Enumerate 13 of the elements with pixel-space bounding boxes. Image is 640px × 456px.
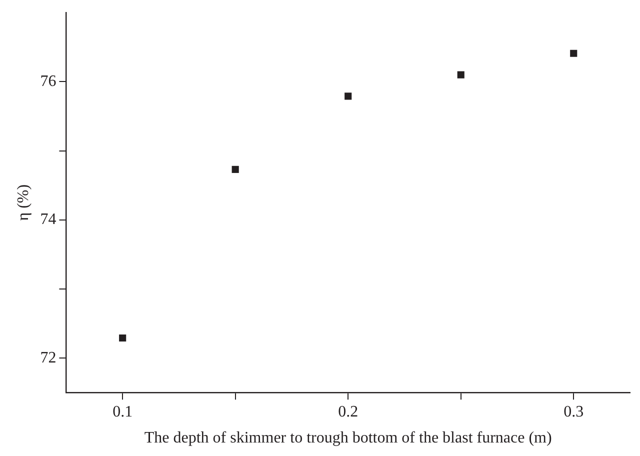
- y-tick-label: 72: [40, 349, 56, 366]
- x-tick-label: 0.3: [564, 403, 584, 420]
- y-tick-label: 76: [40, 72, 56, 90]
- point: [344, 92, 352, 100]
- y-axis-title: η (%): [14, 184, 32, 221]
- x-tick-label: 0.1: [112, 403, 133, 420]
- point: [232, 166, 239, 173]
- y-tick-label: 74: [40, 211, 56, 228]
- point: [570, 50, 578, 57]
- point: [119, 334, 126, 342]
- x-axis-title: The depth of skimmer to trough bottom of the blast furnace (m): [144, 430, 552, 447]
- x-tick-label: 0.2: [338, 403, 358, 420]
- point: [457, 71, 464, 78]
